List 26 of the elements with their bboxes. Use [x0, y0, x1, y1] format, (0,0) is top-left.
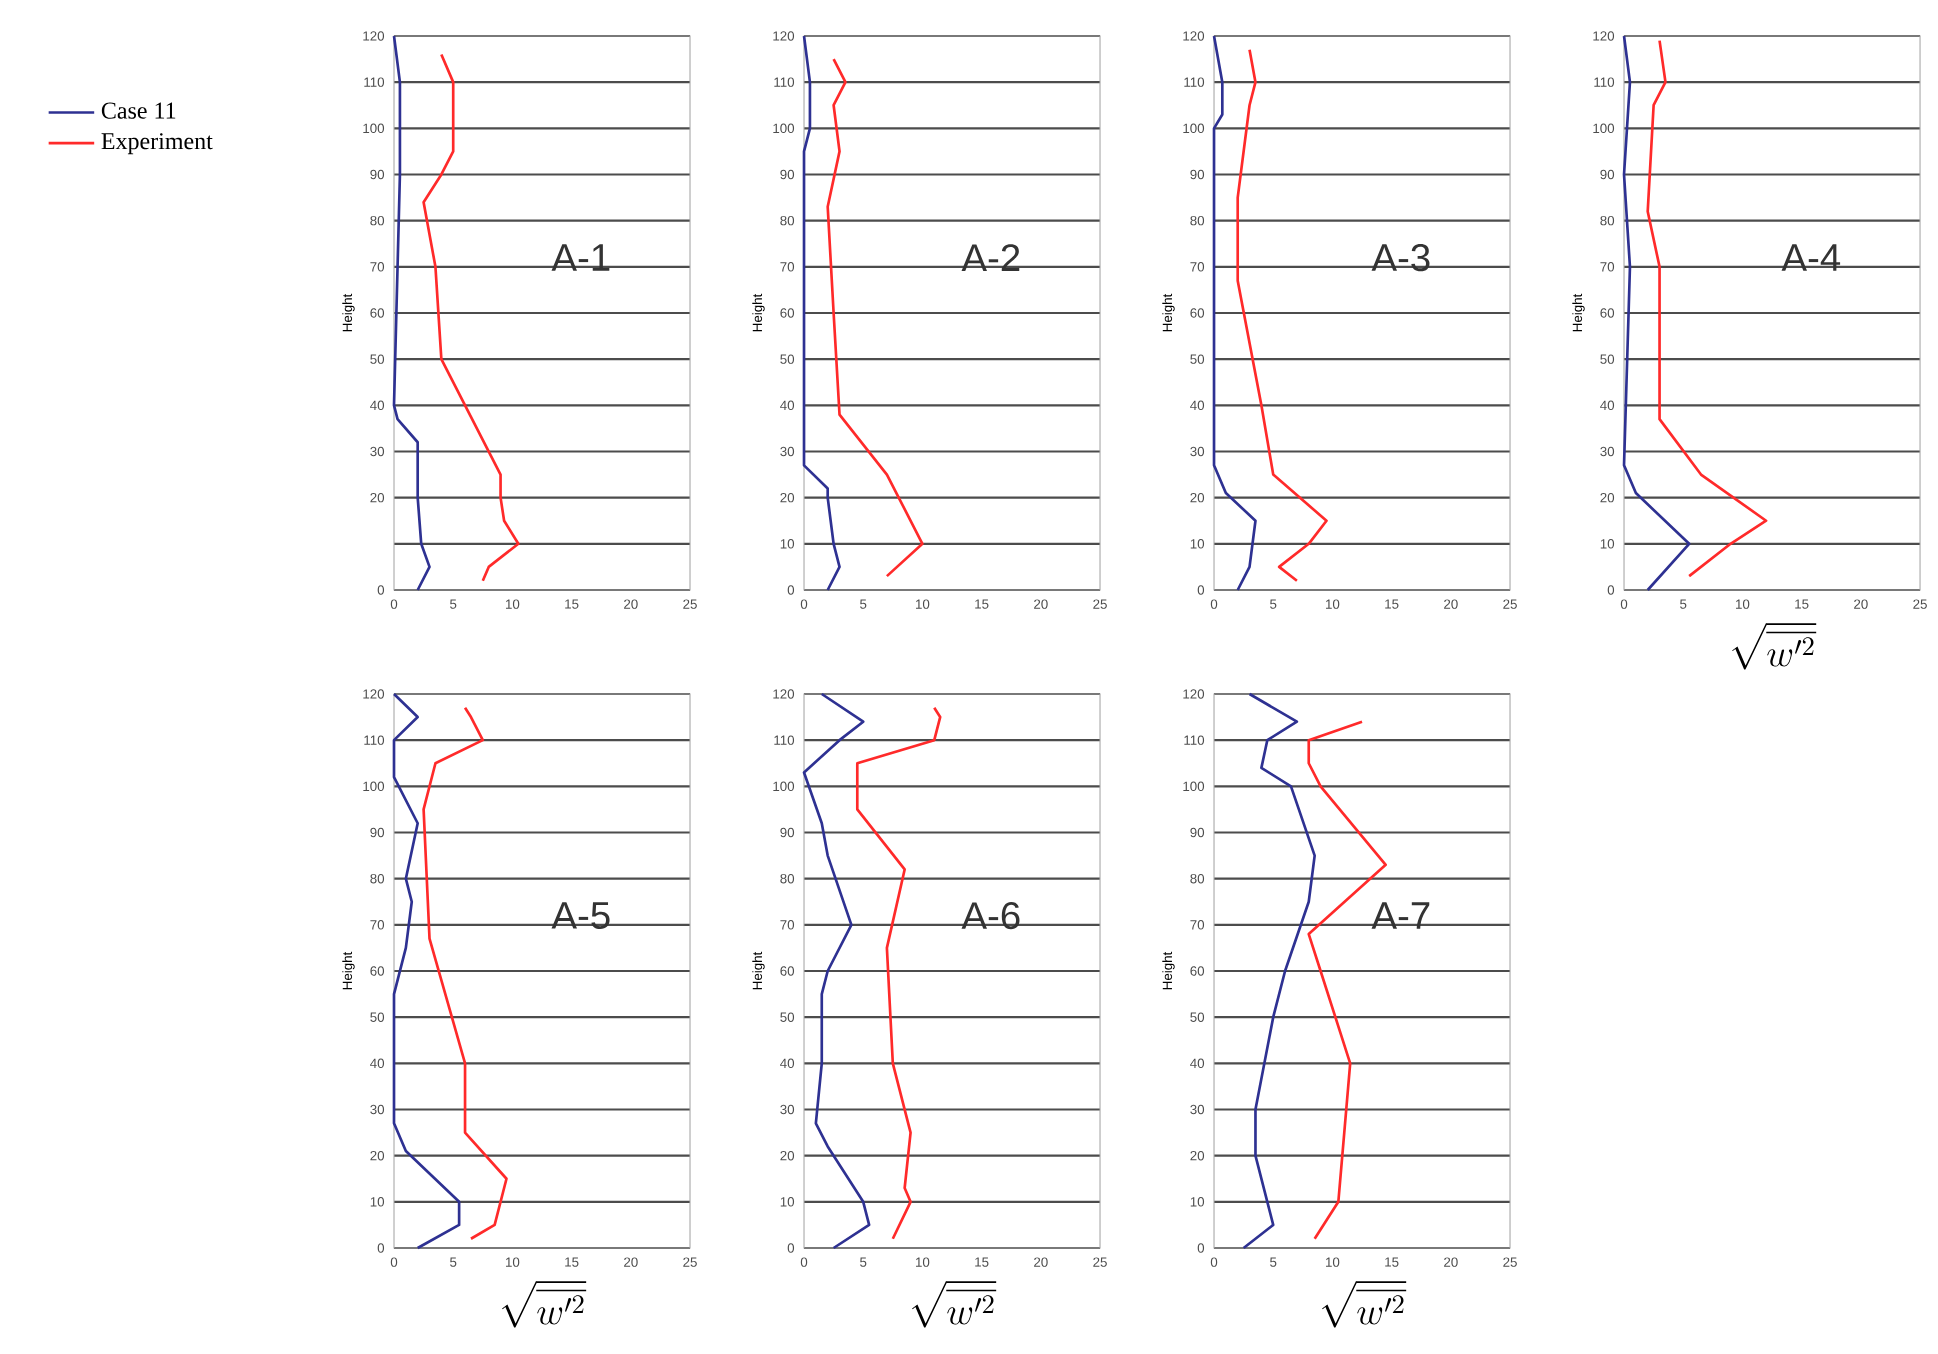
line-series: [392, 34, 431, 592]
annotation: A-6: [961, 902, 1020, 930]
annotation: A-1: [551, 244, 610, 271]
line-series: [1212, 34, 1257, 592]
annotation: A-7: [1371, 902, 1430, 929]
x-axis-title: $\sqrt{\overline{w'^2}}$: [1322, 1281, 1407, 1328]
line-series: [422, 53, 520, 583]
line-series: [392, 692, 461, 1250]
line-series: [826, 57, 924, 578]
annotation: A-2: [961, 244, 1020, 271]
line-series: [855, 706, 942, 1241]
line-series: [802, 692, 871, 1250]
line-series: [422, 706, 508, 1241]
line-series: [1646, 39, 1768, 578]
legend-label: Experiment: [101, 133, 213, 155]
line-series: [1242, 692, 1317, 1250]
annotation: A-5: [551, 902, 610, 929]
x-axis-title: $\sqrt{\overline{w'^2}}$: [1732, 623, 1817, 670]
legend-label: Case 11: [101, 102, 176, 119]
line-series: [802, 34, 841, 592]
annotation: A-3: [1371, 243, 1430, 272]
x-axis-title: $\sqrt{\overline{w'^2}}$: [502, 1281, 587, 1328]
line-series: [1236, 48, 1328, 583]
annotation: A-4: [1781, 244, 1841, 271]
line-series: [1622, 34, 1691, 592]
x-axis-title: $\sqrt{\overline{w'^2}}$: [912, 1281, 997, 1328]
